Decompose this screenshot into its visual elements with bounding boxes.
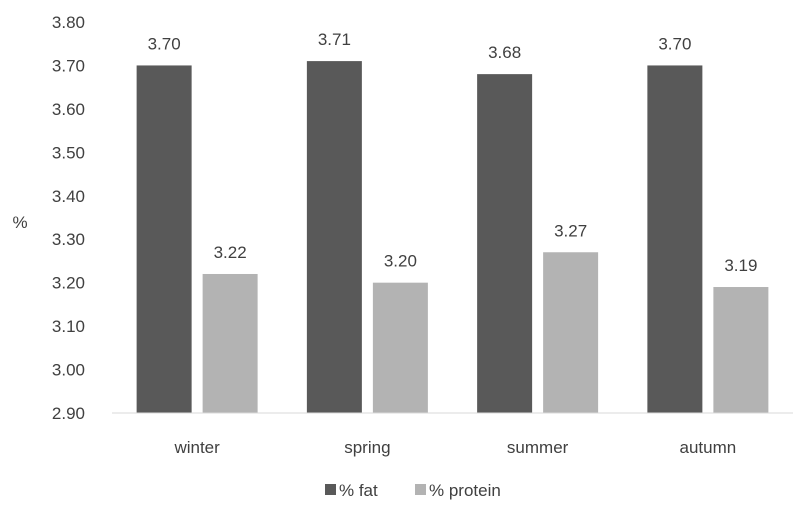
y-axis: 2.90 3.00 3.10 3.20 3.30 3.40 3.50 3.60 3.70 3.80 xyxy=(52,13,85,423)
bars xyxy=(136,61,769,413)
y-tick-label: 3.30 xyxy=(52,230,85,249)
bar-summer-fat xyxy=(477,74,533,413)
x-tick-label: winter xyxy=(173,438,220,457)
data-label: 3.27 xyxy=(554,221,587,240)
data-label: 3.70 xyxy=(148,34,181,53)
y-tick-label: 3.70 xyxy=(52,56,85,75)
legend-swatch xyxy=(415,484,426,495)
data-label: 3.22 xyxy=(214,243,247,262)
legend: % fat % protein xyxy=(325,481,501,500)
data-label: 3.70 xyxy=(658,34,691,53)
bar-winter-fat xyxy=(136,65,192,413)
data-label: 3.71 xyxy=(318,30,351,49)
x-axis: winter spring summer autumn xyxy=(173,438,736,457)
legend-label: % protein xyxy=(429,481,501,500)
data-label: 3.20 xyxy=(384,252,417,271)
data-labels: 3.70 3.22 3.71 3.20 3.68 3.27 3.70 3.19 xyxy=(148,30,758,275)
legend-label: % fat xyxy=(339,481,378,500)
y-tick-label: 2.90 xyxy=(52,404,85,423)
bar-spring-protein xyxy=(372,282,428,413)
legend-swatch xyxy=(325,484,336,495)
bar-autumn-protein xyxy=(713,287,769,413)
y-axis-title: % xyxy=(12,213,27,232)
y-tick-label: 3.60 xyxy=(52,100,85,119)
y-tick-label: 3.20 xyxy=(52,274,85,293)
y-tick-label: 3.10 xyxy=(52,317,85,336)
bar-spring-fat xyxy=(306,61,362,413)
data-label: 3.19 xyxy=(724,256,757,275)
bar-summer-protein xyxy=(543,252,599,413)
y-tick-label: 3.80 xyxy=(52,13,85,32)
x-tick-label: autumn xyxy=(680,438,737,457)
x-tick-label: spring xyxy=(344,438,390,457)
bar-winter-protein xyxy=(202,273,258,413)
y-tick-label: 3.50 xyxy=(52,143,85,162)
data-label: 3.68 xyxy=(488,43,521,62)
bar-autumn-fat xyxy=(647,65,703,413)
y-tick-label: 3.40 xyxy=(52,187,85,206)
y-tick-label: 3.00 xyxy=(52,361,85,380)
x-tick-label: summer xyxy=(507,438,569,457)
